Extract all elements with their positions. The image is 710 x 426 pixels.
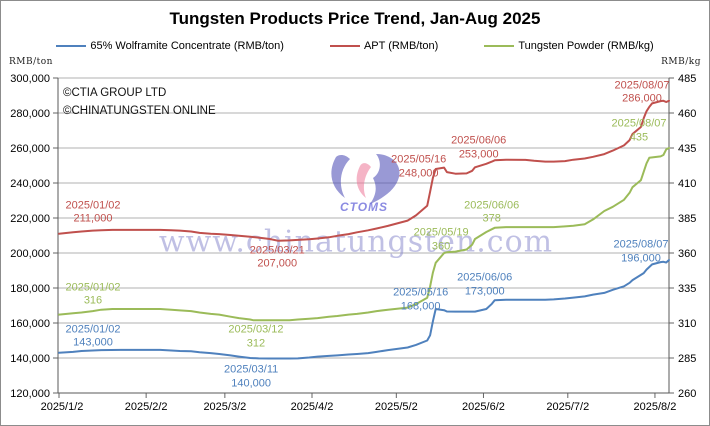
right-axis-tick-label: 310 [678,318,696,330]
left-axis-tick-label: 160,000 [10,318,50,330]
x-axis-tick-label: 2025/3/2 [203,401,246,413]
left-axis-tick-label: 260,000 [10,143,50,155]
right-axis-tick-label: 335 [678,283,696,295]
copyright-notice: ©CTIA GROUP LTD ©CHINATUNGSTEN ONLINE [63,84,216,120]
left-axis-tick-label: 280,000 [10,108,50,120]
chart-title: Tungsten Products Price Trend, Jan-Aug 2… [169,9,541,28]
legend-item-apt: APT (RMB/ton) [329,40,439,52]
data-label-annotation: 2025/03/12 312 [228,323,284,350]
data-label-annotation: 2025/05/19 360 [413,226,469,253]
x-axis-tick-label: 2025/1/2 [41,401,84,413]
x-axis-tick-label: 2025/8/2 [634,401,677,413]
right-axis-tick-label: 385 [678,213,696,225]
data-label-annotation: 2025/01/02 143,000 [65,323,121,349]
watermark-logo-text: CTOMS [339,200,389,214]
data-label-annotation: 2025/03/21 207,000 [249,244,305,270]
data-label-annotation: 2025/08/07 435 [611,117,667,144]
data-label-annotation: 2025/05/16 168,000 [393,286,449,313]
legend-label-wolframite: 65% Wolframite Concentrate (RMB/ton) [90,40,284,52]
watermark-logo-icon [331,154,400,204]
right-axis-unit-label: RMB/kg [661,57,701,67]
legend-line-swatch-red [329,44,360,48]
x-axis-tick-label: 2025/2/2 [125,401,168,413]
right-axis-tick-label: 285 [678,353,696,365]
x-axis-tick-label: 2025/7/2 [546,401,589,413]
legend-item-wolframite: 65% Wolframite Concentrate (RMB/ton) [56,40,284,52]
data-label-annotation: 2025/08/07 196,000 [613,238,669,265]
data-label-annotation: 2025/01/02 316 [65,281,121,307]
data-label-annotation: 2025/03/11 140,000 [224,363,279,390]
legend-label-powder: Tungsten Powder (RMB/kg) [518,40,654,52]
right-axis-tick-label: 435 [678,143,696,155]
left-axis-tick-label: 220,000 [10,213,50,225]
right-axis-tick-label: 410 [678,178,696,190]
data-label-annotation: 2025/06/06 253,000 [451,134,507,161]
legend: 65% Wolframite Concentrate (RMB/ton) APT… [1,40,709,52]
x-axis-tick-label: 2025/6/2 [462,401,505,413]
data-label-annotation: 2025/05/16 248,000 [391,153,447,180]
legend-line-swatch-green [484,44,515,48]
legend-label-apt: APT (RMB/ton) [363,40,439,52]
left-axis-tick-label: 120,000 [10,388,50,400]
series-line-1 [58,99,670,242]
left-axis-unit-label: RMB/ton [9,57,53,67]
data-label-annotation: 2025/06/06 378 [464,199,520,225]
left-axis-tick-label: 180,000 [10,283,50,295]
right-axis-tick-label: 360 [678,248,696,260]
data-label-annotation: 2025/06/06 173,000 [457,271,513,298]
data-label-annotation: 2025/08/07 286,000 [614,79,670,105]
watermark-url-text: www.chinatungsten.com [158,224,554,260]
left-axis-tick-label: 240,000 [10,178,50,190]
series-line-2 [58,147,670,322]
right-axis-tick-label: 460 [678,108,696,120]
x-axis-tick-label: 2025/5/2 [375,401,418,413]
right-axis-tick-label: 260 [678,388,696,400]
copyright-line-1: ©CTIA GROUP LTD [63,87,167,99]
series-line-0 [58,259,670,360]
right-axis-tick-label: 485 [678,73,696,85]
copyright-line-2: ©CHINATUNGSTEN ONLINE [63,105,216,117]
left-axis-tick-label: 140,000 [10,353,50,365]
left-axis-tick-label: 200,000 [10,248,50,260]
legend-line-swatch-blue [56,44,87,48]
x-axis-tick-label: 2025/4/2 [291,401,334,413]
data-label-annotation: 2025/01/02 211,000 [65,199,121,225]
left-axis-tick-label: 300,000 [10,73,50,85]
legend-item-powder: Tungsten Powder (RMB/kg) [484,40,654,52]
